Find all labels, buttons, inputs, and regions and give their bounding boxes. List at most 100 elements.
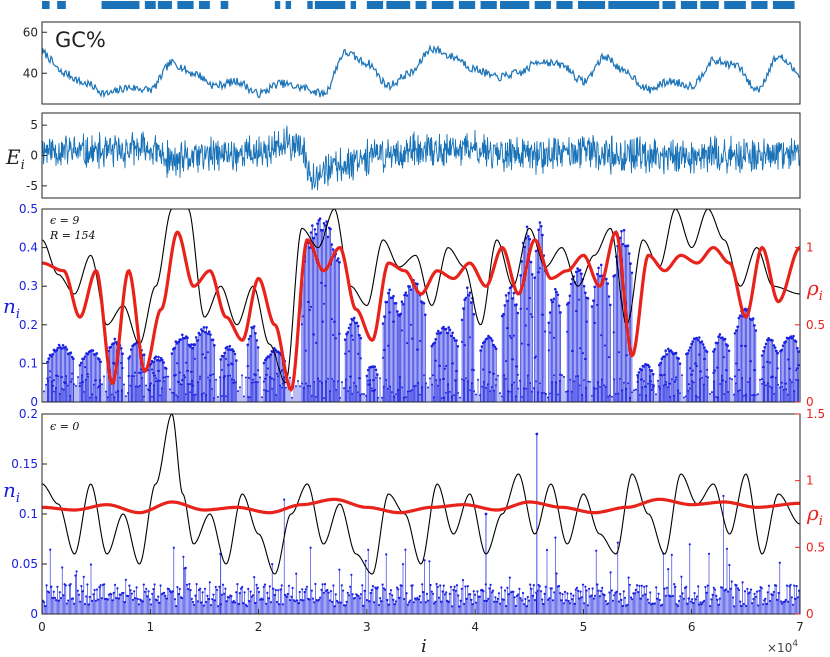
coding-segment-28	[751, 1, 768, 9]
eps9-stem-group-28	[712, 333, 731, 402]
p3-ytick-left-label: 0.3	[19, 279, 38, 293]
eps9-stem-group-30	[760, 337, 779, 402]
eps9-stem-group-8	[246, 325, 260, 402]
p4-ytick-right-label: 0.5	[806, 540, 825, 554]
x-multiplier: ×104	[767, 639, 798, 655]
p4-ytick-right-label: 0	[806, 607, 814, 621]
eps0-axes-frame	[41, 413, 801, 615]
energy-y-ticks: -5 0 5	[26, 118, 47, 193]
eps0-lines	[41, 413, 801, 575]
coding-segment-15	[415, 1, 427, 9]
eps9-annotation-r: R = 154	[49, 229, 96, 242]
gc-plot-area	[41, 44, 801, 99]
coding-segment-20	[534, 1, 551, 9]
eps9-stem-group-27	[685, 336, 709, 402]
eps0-xtick-label: 6	[688, 620, 696, 634]
x-multiplier-base: ×10	[767, 641, 792, 655]
coding-segment-12	[350, 1, 357, 9]
eps9-annotation-eps: ϵ = 9	[50, 214, 79, 227]
coding-segment-29	[772, 1, 795, 9]
energy-plot-area	[41, 125, 801, 191]
eps0-panel: ϵ = 0 ni ρi 0 0.05 0.1 0.15 0.2 0 0.5 1 1.5 0 1 2…	[3, 407, 825, 657]
coding-segment-26	[700, 1, 719, 9]
coding-segment-22	[578, 1, 606, 9]
eps0-stem-field	[41, 432, 801, 614]
gc-axes-frame	[41, 21, 801, 105]
p3-rho-curve	[41, 230, 801, 392]
eps9-lines	[41, 208, 801, 392]
coding-segment-7	[220, 1, 229, 9]
eps9-stem-group-23	[590, 263, 612, 402]
coding-segment-2	[101, 1, 140, 9]
eps9-stem-group-13	[381, 288, 401, 402]
eps0-stems	[41, 432, 801, 614]
eps0-xtick-label: 4	[471, 620, 479, 634]
coding-segment-3	[144, 1, 156, 9]
p4-ytick-left-label: 0.05	[11, 557, 38, 571]
eps9-stem-group-11	[343, 316, 363, 402]
eps9-stem-group-19	[519, 225, 534, 402]
p3-black-curve	[41, 208, 800, 384]
eps0-xtick-label: 7	[796, 620, 804, 634]
p3-ytick-right-label: 0	[806, 395, 814, 409]
gc-ytick-label: 60	[23, 25, 38, 39]
eps9-stem-group-18	[500, 285, 520, 402]
eps9-stem-group-7	[219, 344, 238, 402]
energy-ytick-label: 5	[30, 118, 38, 132]
eps0-annotation: ϵ = 0	[50, 420, 79, 433]
eps0-x-ticks: 0 1 2 3 4 5 6 7	[38, 609, 804, 634]
coding-segment-16	[431, 1, 454, 9]
eps9-stem-background	[43, 374, 799, 402]
eps0-xtick-label: 5	[580, 620, 588, 634]
eps0-xtick-label: 2	[255, 620, 263, 634]
coding-segment-24	[662, 1, 676, 9]
energy-series-line	[41, 125, 801, 191]
coding-segment-11	[314, 1, 346, 9]
eps9-y-ticks-right: 00.51	[795, 241, 825, 409]
eps9-ylabel-right: ρi	[806, 276, 823, 304]
eps9-stem-group-15	[430, 325, 460, 402]
eps9-stem-group-14	[398, 279, 427, 402]
p3-ytick-left-label: 0.4	[19, 241, 38, 255]
p4-rho-curve	[42, 497, 800, 515]
energy-panel: Ei -5 0 5	[5, 112, 801, 199]
coding-segment-9	[285, 1, 292, 9]
p4-black-curve	[41, 413, 801, 575]
eps9-ylabel-left: ni	[3, 294, 20, 322]
eps0-ylabel-right: ρi	[806, 501, 823, 529]
coding-segment-10	[307, 1, 313, 9]
gc-series-line	[41, 44, 801, 99]
coding-segment-8	[274, 1, 281, 9]
eps9-stems	[43, 217, 800, 402]
eps9-y-ticks-left: 0 0.1 0.2 0.3 0.4 0.5	[19, 202, 47, 409]
coding-segment-18	[480, 1, 497, 9]
coding-segment-13	[366, 1, 384, 9]
energy-ytick-label: 0	[30, 149, 38, 163]
coding-segment-17	[458, 1, 476, 9]
coding-segment-0	[42, 1, 50, 9]
x-axis-label: i	[421, 636, 427, 657]
eps9-axes-frame	[41, 208, 801, 403]
p3-ytick-left-label: 0.2	[19, 318, 38, 332]
p4-ytick-right-label: 1	[806, 474, 814, 488]
coding-segment-21	[556, 1, 573, 9]
energy-ytick-label: -5	[26, 179, 38, 193]
p4-ytick-left-label: 0.2	[19, 407, 38, 421]
coding-segment-1	[57, 1, 66, 9]
eps9-stem-group-21	[547, 287, 562, 402]
coding-segment-14	[386, 1, 411, 9]
coding-segment-4	[157, 1, 172, 9]
eps0-xtick-label: 3	[363, 620, 371, 634]
p3-ytick-left-label: 0.1	[19, 356, 38, 370]
gc-y-ticks: 40 60	[23, 25, 47, 80]
p3-ytick-left-label: 0	[30, 395, 38, 409]
eps0-xtick-label: 0	[38, 620, 46, 634]
coding-segment-6	[199, 1, 210, 9]
eps9-panel: ϵ = 9 R = 154 ni ρi 00.10.20.30.40.5 00.…	[3, 202, 825, 409]
eps9-stem-group-6	[192, 326, 216, 402]
coding-segment-25	[680, 1, 698, 9]
eps9-stem-group-22	[565, 267, 590, 402]
p4-ytick-left-label: 0	[30, 607, 38, 621]
coding-segment-23	[608, 1, 660, 9]
